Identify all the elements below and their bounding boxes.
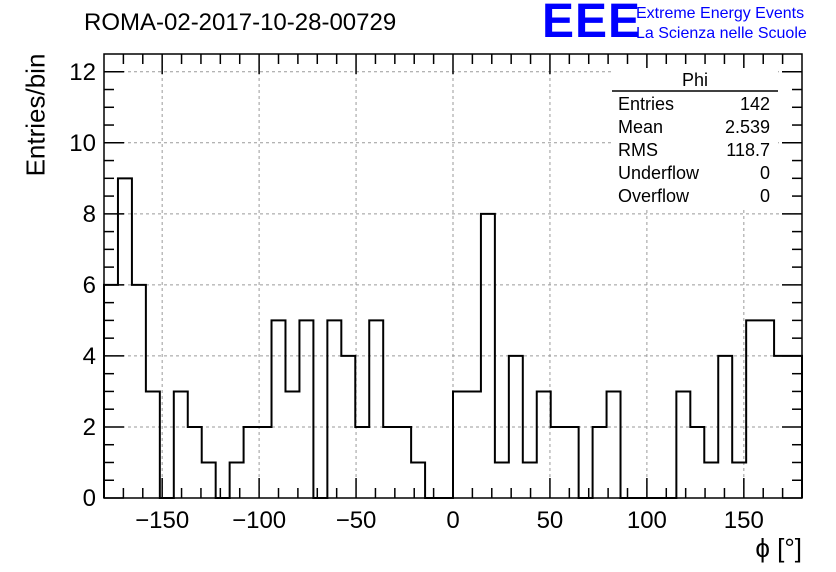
histogram-bin — [383, 427, 397, 498]
histogram-bin — [453, 391, 467, 498]
histogram-bin — [146, 391, 160, 498]
stats-label: RMS — [618, 140, 658, 160]
histogram-bin — [132, 285, 146, 498]
histogram-bin — [118, 178, 132, 498]
x-tick-label: 0 — [446, 507, 459, 534]
histogram-bin — [537, 391, 551, 498]
y-tick-label: 6 — [83, 272, 96, 299]
histogram-bin — [690, 427, 704, 498]
histogram-bin — [202, 462, 216, 498]
histogram-bin — [369, 320, 383, 498]
histogram-bin — [523, 462, 537, 498]
eee-logo: EEE — [542, 0, 642, 48]
histogram-bin — [760, 320, 774, 498]
y-tick-label: 2 — [83, 414, 96, 441]
x-tick-label: −100 — [232, 507, 286, 534]
stats-label: Underflow — [618, 163, 700, 183]
plot-title: ROMA-02-2017-10-28-00729 — [84, 9, 397, 36]
histogram-bin — [188, 427, 202, 498]
x-tick-label: 150 — [724, 507, 764, 534]
histogram-bin — [327, 320, 341, 498]
stats-label: Entries — [618, 94, 674, 114]
x-tick-label: 50 — [537, 507, 564, 534]
y-tick-label: 12 — [69, 59, 96, 86]
histogram-bin — [495, 462, 509, 498]
y-tick-label: 10 — [69, 130, 96, 157]
histogram-bin — [285, 391, 299, 498]
histogram-bin — [551, 427, 565, 498]
y-tick-label: 8 — [83, 201, 96, 228]
stats-value: 2.539 — [725, 117, 770, 137]
histogram-bin — [746, 320, 760, 498]
stats-label: Overflow — [618, 186, 690, 206]
x-axis-label: ϕ [°] — [755, 533, 802, 563]
histogram-bin — [593, 427, 607, 498]
histogram-bin — [230, 462, 244, 498]
tick-labels: −150 −100 −50 0 50 100 150 0 2 4 6 8 10 12 — [69, 59, 764, 534]
histogram-bin — [704, 462, 718, 498]
axis-ticks — [104, 54, 802, 499]
y-tick-label: 0 — [83, 485, 96, 512]
histogram-bin — [411, 462, 425, 498]
logo-tagline-2: La Scienza nelle Scuole — [636, 25, 807, 42]
stats-value: 118.7 — [726, 140, 770, 160]
histogram-bin — [397, 427, 411, 498]
histogram-bin — [244, 427, 258, 498]
x-tick-label: −50 — [336, 507, 377, 534]
y-tick-label: 4 — [83, 343, 96, 370]
stats-label: Mean — [618, 117, 663, 137]
histogram-bin — [607, 391, 621, 498]
stats-value: 0 — [760, 163, 770, 183]
histogram-bin — [467, 391, 481, 498]
logo-tagline-1: Extreme Energy Events — [636, 5, 805, 22]
histogram-bin — [676, 391, 690, 498]
histogram-bin — [355, 427, 369, 498]
histogram-bin — [299, 320, 313, 498]
x-tick-label: 100 — [627, 507, 667, 534]
stats-box: Phi Entries 142 Mean 2.539 RMS 118.7 Underflow… — [612, 68, 778, 208]
histogram-bin — [341, 356, 355, 498]
stats-value: 0 — [760, 186, 770, 206]
histogram-bin — [174, 391, 188, 498]
histogram-bin — [565, 427, 579, 498]
stats-value: 142 — [740, 94, 770, 114]
histogram-bin — [272, 320, 286, 498]
stats-title: Phi — [682, 70, 708, 90]
x-tick-label: −150 — [135, 507, 189, 534]
